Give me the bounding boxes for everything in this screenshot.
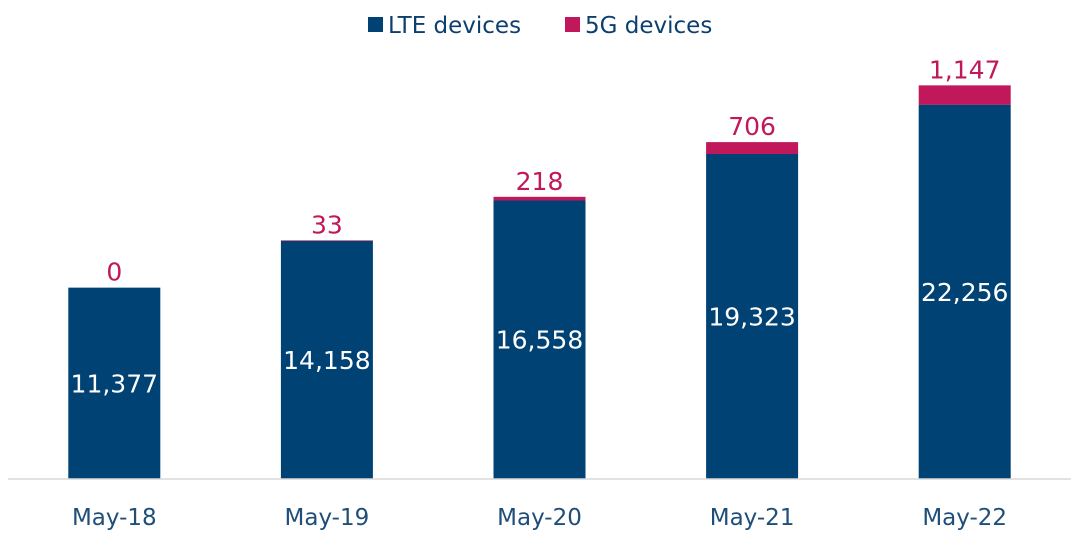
bar-group: 11,377 0 14,158 33 16,558 218 19,323 706 22,256 1… — [68, 55, 1011, 480]
x-axis-ticks: May-18 May-19 May-20 May-21 May-22 — [72, 505, 1007, 531]
legend-label-lte: LTE devices — [388, 13, 521, 39]
x-tick-label-may-20: May-20 — [497, 505, 582, 531]
x-tick-label-may-18: May-18 — [72, 505, 157, 531]
data-label-lte-may-19: 14,158 — [283, 346, 370, 375]
bar-lte-may-19 — [280, 240, 373, 479]
bar-lte-may-21 — [706, 153, 799, 480]
bar-5g-may-19 — [280, 240, 373, 241]
data-label-lte-may-20: 16,558 — [496, 326, 583, 355]
data-label-5g-may-20: 218 — [516, 167, 564, 196]
bar-lte-may-18 — [68, 287, 161, 479]
bar-5g-may-20 — [493, 196, 586, 201]
data-label-lte-may-22: 22,256 — [921, 278, 1008, 307]
data-label-5g-may-22: 1,147 — [929, 55, 1001, 84]
bar-5g-may-21 — [706, 142, 799, 154]
data-label-lte-may-21: 19,323 — [708, 302, 795, 331]
legend-label-5g: 5G devices — [585, 13, 712, 39]
bar-lte-may-22 — [918, 104, 1011, 479]
chart-legend: LTE devices 5G devices — [368, 13, 712, 39]
data-label-5g-may-21: 706 — [728, 112, 776, 141]
x-tick-label-may-22: May-22 — [922, 505, 1007, 531]
legend-swatch-lte — [368, 17, 383, 32]
bar-5g-may-22 — [918, 85, 1011, 105]
data-label-5g-may-19: 33 — [311, 210, 343, 239]
x-tick-label-may-21: May-21 — [710, 505, 795, 531]
data-label-lte-may-18: 11,377 — [71, 369, 158, 398]
bar-lte-may-20 — [493, 200, 586, 479]
x-tick-label-may-19: May-19 — [285, 505, 370, 531]
legend-swatch-5g — [565, 17, 580, 32]
data-label-5g-may-18: 0 — [106, 258, 122, 287]
